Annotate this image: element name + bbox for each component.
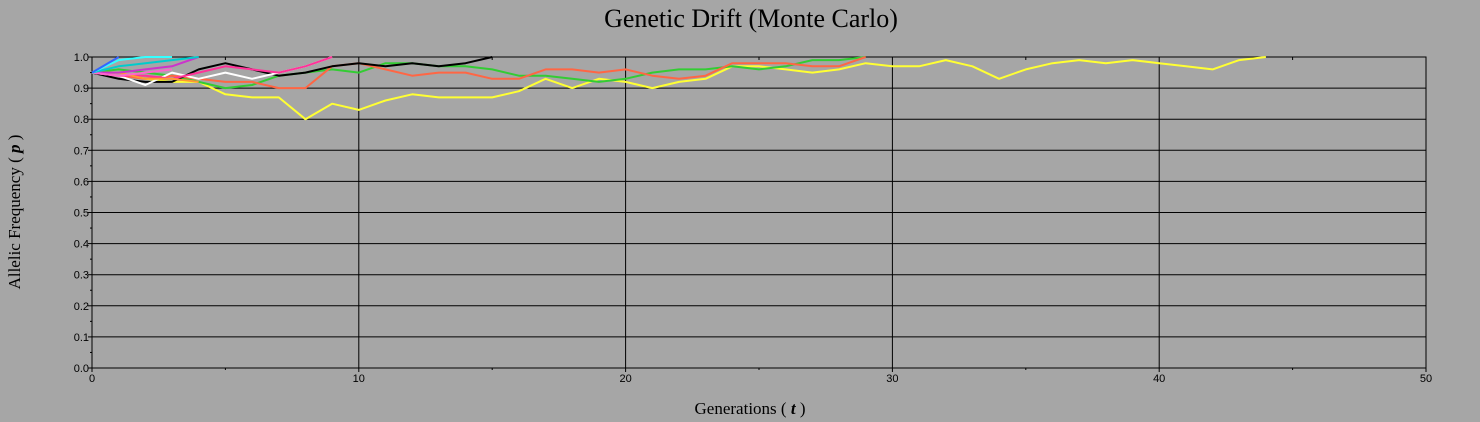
series-line-10 — [91, 56, 199, 74]
y-tick-label: 0.2 — [74, 301, 89, 313]
y-tick-label: 0.4 — [74, 239, 89, 251]
y-tick-label: 0.6 — [74, 176, 89, 188]
x-axis-close-paren: ) — [796, 399, 806, 418]
y-tick-label: 0.9 — [74, 83, 89, 95]
x-tick-label: 50 — [1420, 373, 1432, 385]
y-axis-label-text: Allelic Frequency — [5, 167, 24, 290]
y-tick-label: 0.1 — [74, 332, 89, 344]
series-line-8 — [92, 56, 200, 74]
x-axis-label-text: Generations — [695, 399, 777, 418]
series-line-12 — [91, 56, 120, 74]
x-tick-label: 0 — [89, 373, 95, 385]
plot-area: 0.0 0.1 0.2 0.3 0.4 0.5 0.6 0.7 0.8 0.9 1.0 0 10 20 30… — [74, 52, 1432, 385]
series-line-3 — [91, 56, 867, 90]
y-axis-open-paren: ( — [5, 153, 24, 167]
series-line-9 — [91, 68, 173, 77]
series-line-11 — [91, 56, 172, 74]
x-tick-label: 40 — [1153, 373, 1165, 385]
y-tick-label: 0.8 — [74, 114, 89, 126]
y-tick-label: 1.0 — [74, 52, 89, 64]
series-line-1 — [92, 56, 1267, 121]
y-tick-label: 0.0 — [74, 363, 89, 375]
y-axis-label: Allelic Frequency ( p ) — [5, 135, 24, 290]
chart-title: Genetic Drift (Monte Carlo) — [604, 4, 898, 33]
x-axis-open-paren: ( — [777, 399, 791, 418]
y-axis-close-paren: ) — [5, 135, 24, 145]
y-tick-label: 0.7 — [74, 145, 89, 157]
y-axis-symbol: p — [5, 144, 24, 155]
x-axis-symbol: t — [791, 399, 797, 418]
x-axis-label: Generations ( t ) — [695, 399, 806, 418]
series-line-4 — [91, 56, 493, 83]
x-tick-label: 10 — [353, 373, 365, 385]
y-tick-label: 0.3 — [74, 270, 89, 282]
series-line-2 — [91, 56, 866, 90]
y-tick-label: 0.5 — [74, 208, 89, 220]
x-tick-label: 30 — [886, 373, 898, 385]
x-tick-label: 20 — [619, 373, 631, 385]
